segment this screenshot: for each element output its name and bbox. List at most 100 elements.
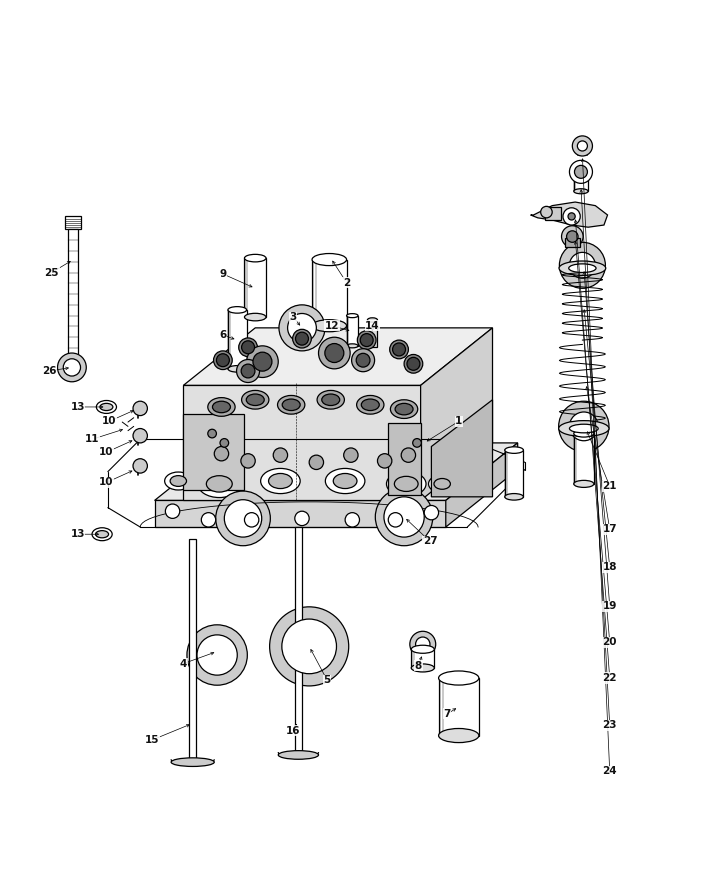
Ellipse shape	[395, 404, 413, 415]
Bar	[574, 175, 588, 191]
Ellipse shape	[208, 397, 235, 416]
Circle shape	[165, 504, 180, 519]
Bar	[183, 414, 244, 489]
Circle shape	[325, 344, 344, 363]
Bar	[295, 527, 302, 755]
Circle shape	[273, 448, 288, 463]
Polygon shape	[155, 500, 446, 527]
Text: 10: 10	[99, 447, 114, 457]
Ellipse shape	[574, 172, 588, 177]
Bar	[411, 649, 434, 668]
Text: 13: 13	[70, 402, 85, 412]
Ellipse shape	[387, 472, 426, 497]
Circle shape	[216, 491, 270, 546]
Bar	[68, 230, 78, 359]
Text: 17: 17	[603, 524, 617, 534]
Text: 10: 10	[99, 478, 114, 488]
Circle shape	[377, 454, 392, 468]
Ellipse shape	[357, 396, 384, 414]
Ellipse shape	[347, 313, 358, 318]
Circle shape	[58, 353, 86, 382]
Circle shape	[214, 351, 232, 370]
Polygon shape	[431, 400, 493, 497]
Ellipse shape	[361, 399, 380, 411]
Bar	[574, 434, 594, 484]
Ellipse shape	[92, 528, 112, 540]
Circle shape	[241, 454, 255, 468]
Text: 3: 3	[290, 312, 297, 322]
Circle shape	[201, 513, 216, 527]
Circle shape	[133, 429, 147, 443]
Circle shape	[404, 355, 423, 373]
Ellipse shape	[96, 400, 116, 413]
Circle shape	[247, 346, 278, 378]
Ellipse shape	[198, 471, 241, 497]
Circle shape	[197, 635, 237, 675]
Ellipse shape	[244, 255, 266, 262]
Text: 7: 7	[444, 709, 451, 719]
Circle shape	[416, 637, 430, 651]
Circle shape	[279, 305, 325, 351]
Text: 13: 13	[70, 530, 85, 539]
Circle shape	[220, 438, 229, 447]
Bar	[65, 216, 81, 230]
Ellipse shape	[171, 758, 214, 766]
Ellipse shape	[269, 473, 292, 488]
Circle shape	[356, 354, 370, 367]
Ellipse shape	[569, 263, 596, 272]
Circle shape	[559, 242, 605, 288]
Text: 21: 21	[603, 481, 617, 491]
Text: 18: 18	[603, 563, 617, 572]
Polygon shape	[531, 202, 608, 227]
Circle shape	[242, 341, 255, 354]
Circle shape	[572, 136, 592, 156]
Circle shape	[214, 446, 229, 461]
Circle shape	[244, 513, 259, 527]
Circle shape	[360, 334, 373, 346]
Ellipse shape	[312, 320, 347, 331]
Circle shape	[309, 455, 324, 470]
Ellipse shape	[434, 479, 450, 489]
Circle shape	[384, 497, 424, 537]
Ellipse shape	[213, 401, 230, 413]
Circle shape	[401, 448, 416, 463]
Circle shape	[577, 141, 587, 151]
Ellipse shape	[574, 188, 588, 194]
Circle shape	[241, 364, 255, 378]
Bar	[545, 207, 561, 220]
Ellipse shape	[559, 261, 605, 275]
Text: 1: 1	[455, 416, 462, 426]
Circle shape	[282, 619, 336, 673]
Circle shape	[375, 488, 433, 546]
Ellipse shape	[165, 472, 192, 490]
Bar	[439, 678, 479, 736]
Text: 6: 6	[219, 330, 226, 340]
Circle shape	[424, 505, 439, 520]
Text: 24: 24	[603, 766, 617, 777]
Ellipse shape	[505, 446, 523, 454]
Bar	[312, 260, 347, 326]
Circle shape	[569, 253, 595, 279]
Ellipse shape	[505, 494, 523, 500]
Text: 16: 16	[286, 725, 301, 736]
Ellipse shape	[242, 390, 269, 409]
Ellipse shape	[429, 475, 456, 493]
Bar	[228, 310, 247, 369]
Circle shape	[133, 401, 147, 415]
Bar	[368, 320, 377, 347]
Ellipse shape	[334, 473, 357, 488]
Ellipse shape	[170, 476, 186, 487]
Circle shape	[253, 352, 272, 371]
Circle shape	[563, 208, 580, 225]
Circle shape	[237, 360, 260, 382]
Text: 12: 12	[325, 321, 339, 330]
Ellipse shape	[261, 469, 301, 494]
Ellipse shape	[439, 729, 479, 743]
Text: 20: 20	[603, 637, 617, 647]
Circle shape	[224, 500, 262, 537]
Ellipse shape	[206, 476, 232, 492]
Circle shape	[407, 357, 420, 371]
Circle shape	[239, 338, 257, 356]
Circle shape	[357, 330, 376, 349]
Circle shape	[187, 625, 247, 685]
